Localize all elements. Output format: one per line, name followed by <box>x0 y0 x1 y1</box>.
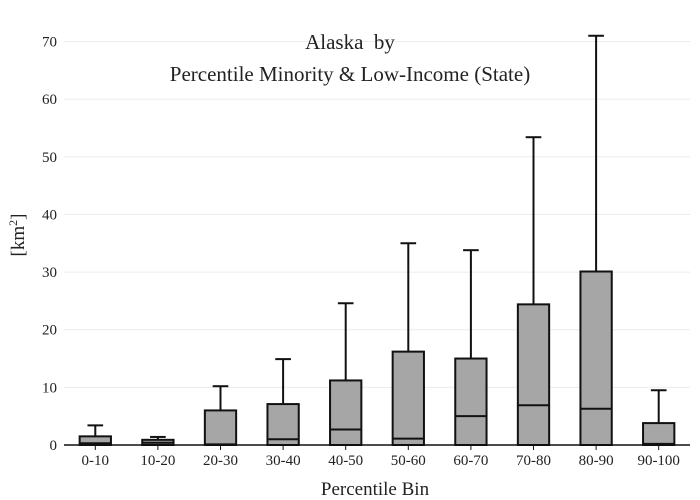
x-tick-label: 40-50 <box>328 453 363 469</box>
x-tick-label: 20-30 <box>203 453 238 469</box>
x-axis-title: Percentile Bin <box>321 479 430 500</box>
box-30-40 <box>266 358 300 446</box>
y-tick-label: 30 <box>42 265 57 281</box>
x-tick-label: 10-20 <box>140 453 175 469</box>
x-axis-ticks: 0-10 10-20 20-30 30-40 40-50 50-60 60-70 70-80 8… <box>82 445 680 469</box>
box-10-20 <box>141 435 175 446</box>
iqr-box <box>579 270 613 447</box>
x-tick-label: 60-70 <box>453 453 488 469</box>
x-tick-label: 50-60 <box>391 453 426 469</box>
y-axis-title-main: [km <box>8 226 29 257</box>
box-20-30 <box>203 385 238 446</box>
y-axis-title: [km2] <box>6 214 29 257</box>
box-80-90 <box>579 34 613 447</box>
box-40-50 <box>329 302 363 447</box>
x-tick-label: 80-90 <box>579 453 614 469</box>
x-tick-label: 0-10 <box>82 453 110 469</box>
y-tick-label: 60 <box>42 92 57 108</box>
iqr-box <box>266 403 300 446</box>
iqr-box <box>391 350 425 446</box>
y-tick-label: 20 <box>42 323 57 339</box>
iqr-box <box>329 379 363 447</box>
iqr-box <box>203 409 238 446</box>
boxes <box>78 34 676 447</box>
iqr-box <box>516 303 551 446</box>
chart-title-line-2: Percentile Minority & Low-Income (State) <box>170 62 530 86</box>
box-60-70 <box>454 249 488 446</box>
y-tick-label: 0 <box>50 438 58 454</box>
y-tick-label: 10 <box>42 380 57 396</box>
y-tick-label: 40 <box>42 207 57 223</box>
y-axis-title-close: ] <box>8 214 29 220</box>
box-50-60 <box>391 242 425 446</box>
x-tick-label: 30-40 <box>266 453 301 469</box>
x-tick-label: 90-100 <box>637 453 680 469</box>
y-axis-ticks: 0 10 20 30 40 50 60 70 <box>42 35 57 454</box>
box-0-10 <box>78 424 112 446</box>
box-70-80 <box>516 136 551 446</box>
y-tick-label: 70 <box>42 35 57 51</box>
y-axis-title-superscript: 2 <box>6 220 20 226</box>
chart-title-line-1: Alaska by <box>305 30 395 54</box>
iqr-box <box>642 422 676 447</box>
x-tick-label: 70-80 <box>516 453 551 469</box>
y-tick-label: 50 <box>42 150 57 166</box>
box-90-100 <box>642 389 676 447</box>
grid-lines <box>64 41 690 388</box>
iqr-box <box>454 357 488 446</box>
